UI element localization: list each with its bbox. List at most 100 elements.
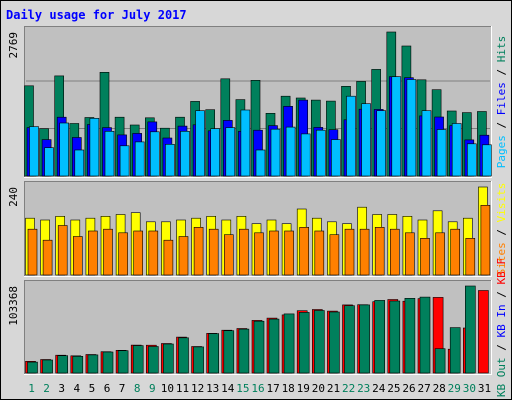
x-tick-label: 24 xyxy=(372,382,386,395)
legend-pages: Pages xyxy=(495,135,508,168)
bar-kb-out xyxy=(359,304,370,374)
bar-sites xyxy=(465,238,476,276)
bar-pages xyxy=(134,141,145,177)
x-tick-label: 16 xyxy=(251,382,264,395)
bar-sites xyxy=(269,230,279,276)
bar-kb-out xyxy=(238,328,250,374)
bar-sites xyxy=(42,239,53,276)
bar-kb-out xyxy=(253,320,265,374)
bar-sites xyxy=(163,239,174,276)
bar-kb-out xyxy=(27,361,38,374)
bar-pages xyxy=(391,76,402,177)
x-tick-label: 17 xyxy=(266,382,279,395)
bar-sites xyxy=(314,230,325,276)
bar-sites xyxy=(133,230,143,276)
bar-kb-out xyxy=(193,346,204,374)
x-tick-label: 30 xyxy=(463,382,476,395)
x-tick-label: 11 xyxy=(176,382,189,395)
bar-sites xyxy=(344,228,355,276)
bar-kb-out xyxy=(178,337,189,374)
bar-pages xyxy=(89,118,100,177)
series-legend-visits: Sites / Visits xyxy=(495,183,508,276)
bar-sites xyxy=(88,230,98,276)
bar-kb-out xyxy=(132,345,144,374)
x-tick-label: 28 xyxy=(433,382,446,395)
bar-kb-out xyxy=(464,285,476,374)
bar-sites xyxy=(284,230,294,276)
x-tick-label: 2 xyxy=(43,382,50,395)
legend-separator: / xyxy=(495,222,508,242)
bar-sites xyxy=(103,228,113,276)
bar-pages xyxy=(361,103,371,177)
bar-pages xyxy=(270,128,281,177)
bar-sites xyxy=(193,227,204,276)
bar-kb-out xyxy=(283,313,295,374)
bar-pages xyxy=(29,126,39,177)
series-legend-kbytes: KB Out / KB In / KB F xyxy=(495,258,508,397)
x-tick-label: 13 xyxy=(206,382,219,395)
bar-pages xyxy=(165,144,175,177)
x-tick-label: 9 xyxy=(149,382,156,395)
bar-sites xyxy=(420,238,430,276)
x-tick-label: 1 xyxy=(28,382,35,395)
legend-separator: / xyxy=(495,337,508,357)
bar-sites xyxy=(480,205,491,276)
bar-pages xyxy=(180,131,190,177)
bar-kb-out xyxy=(163,343,174,374)
bar-kb-out xyxy=(389,300,401,374)
x-tick-label: 10 xyxy=(161,382,174,395)
bar-sites xyxy=(27,228,38,276)
x-tick-label: 26 xyxy=(402,382,415,395)
bar-sites xyxy=(148,230,159,276)
bar-pages xyxy=(210,128,220,177)
legend-visits: Visits xyxy=(495,183,508,223)
legend-files: Files xyxy=(495,82,508,115)
bar-sites xyxy=(254,232,264,276)
panel-hits: 2769 Pages / Files / Hits xyxy=(7,26,508,178)
x-tick-label: 27 xyxy=(417,382,430,395)
bar-pages xyxy=(225,127,236,177)
bar-kb-out xyxy=(102,351,114,374)
bar-pages xyxy=(451,123,462,177)
bar-pages xyxy=(421,110,432,177)
bar-pages xyxy=(119,145,130,177)
x-tick-label: 29 xyxy=(448,382,461,395)
bar-sites xyxy=(329,234,340,276)
bar-pages xyxy=(195,110,205,177)
bar-kb-out xyxy=(72,355,84,374)
bar-pages xyxy=(104,131,115,177)
series-legend-hits: Pages / Files / Hits xyxy=(495,36,508,169)
legend-kb-in: KB In xyxy=(495,304,508,337)
x-tick-label: 5 xyxy=(89,382,96,395)
bar-pages xyxy=(315,129,326,177)
bar-pages xyxy=(285,126,296,177)
legend-sites: Sites xyxy=(495,242,508,275)
bar-kb-out xyxy=(87,354,99,374)
x-tick-label: 3 xyxy=(58,382,65,395)
bar-sites xyxy=(389,228,400,276)
x-tick-label: 21 xyxy=(327,382,340,395)
bar-kb-out xyxy=(419,296,431,374)
x-tick-label: 14 xyxy=(221,382,235,395)
bar-sites xyxy=(57,225,68,276)
bar-pages xyxy=(376,110,387,177)
x-tick-label: 8 xyxy=(134,382,141,395)
panel-kbytes: 103368 KB Out / KB In / KB F xyxy=(7,258,508,397)
x-tick-label: 15 xyxy=(236,382,249,395)
bar-pages xyxy=(482,144,492,177)
bar-sites xyxy=(178,236,189,276)
bar-kb-out xyxy=(117,350,129,374)
legend-separator: / xyxy=(495,62,508,82)
bar-sites xyxy=(374,227,385,276)
bar-pages xyxy=(300,133,311,177)
legend-separator: / xyxy=(495,115,508,135)
bar-kb-out xyxy=(313,310,325,374)
bar-kb-out xyxy=(268,318,280,374)
bar-pages xyxy=(436,129,447,177)
x-tick-label: 23 xyxy=(357,382,370,395)
legend-hits: Hits xyxy=(495,36,508,63)
bar-kb-out xyxy=(298,312,310,374)
x-tick-label: 22 xyxy=(342,382,355,395)
